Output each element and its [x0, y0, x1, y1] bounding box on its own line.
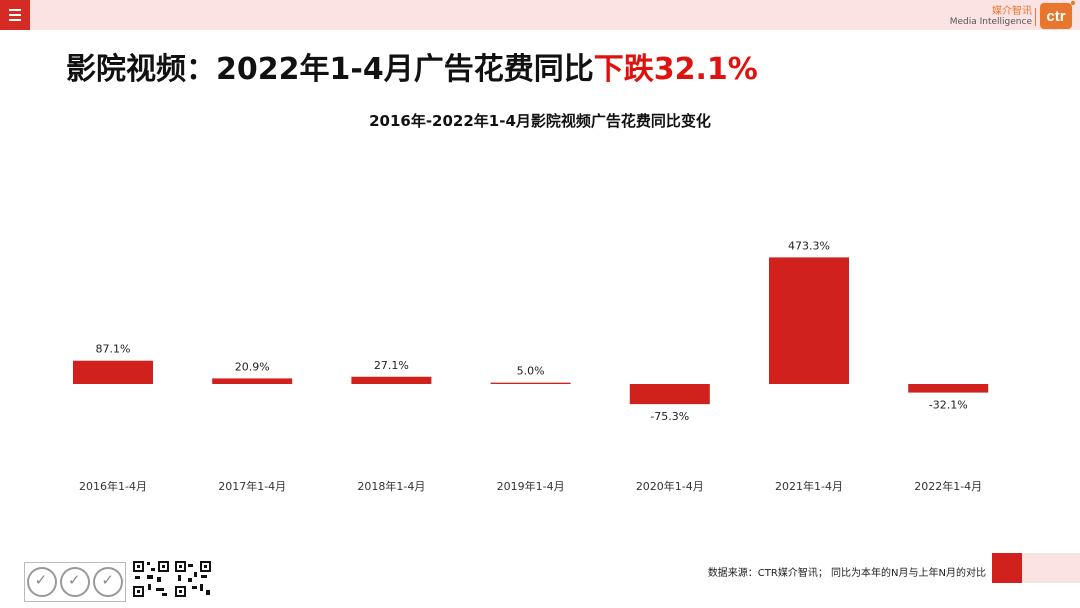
category-label-1: 2017年1-4月 [218, 479, 286, 493]
category-label-2: 2018年1-4月 [357, 479, 425, 493]
brand-name-en: Media Intelligence [949, 17, 1032, 27]
bar-value-label-5: 473.3% [788, 239, 830, 252]
category-label-3: 2019年1-4月 [497, 479, 565, 493]
certification-seal-icon [26, 567, 57, 597]
qr-code-icon [132, 560, 170, 598]
menu-icon-line-bottom [9, 19, 21, 21]
bar-value-label-3: 5.0% [517, 365, 545, 378]
bar-2 [351, 376, 432, 384]
bar-3 [490, 382, 571, 384]
bar-value-label-1: 20.9% [235, 360, 270, 373]
footer-accent-block [992, 553, 1022, 583]
category-label-6: 2022年1-4月 [914, 479, 982, 493]
bar-value-label-0: 87.1% [96, 343, 131, 356]
footer-accent-strip [1022, 553, 1080, 583]
qr-code-icon [174, 560, 212, 598]
brand-divider [1035, 8, 1036, 26]
top-bar: 媒介智讯 Media Intelligence ctr [0, 0, 1080, 30]
category-label-4: 2020年1-4月 [636, 479, 704, 493]
bar-0 [73, 360, 153, 384]
menu-icon-line [9, 14, 21, 16]
menu-button[interactable] [0, 0, 30, 30]
bar-value-label-4: -75.3% [650, 410, 689, 423]
category-label-5: 2021年1-4月 [775, 479, 843, 493]
certification-seal-icon [59, 567, 90, 597]
bar-4 [629, 384, 710, 405]
bar-1 [212, 378, 293, 384]
brand-name-cn: 媒介智讯 [992, 6, 1032, 17]
bar-value-label-6: -32.1% [929, 399, 968, 412]
page-title: 影院视频：2022年1-4月广告花费同比下跌32.1% [66, 44, 758, 88]
category-label-0: 2016年1-4月 [79, 479, 147, 493]
menu-icon [9, 9, 21, 11]
brand-name: 媒介智讯 Media Intelligence [950, 6, 1032, 28]
logo-dot [1071, 1, 1075, 5]
chart-title: 2016年-2022年1-4月影院视频广告花费同比变化 [369, 112, 711, 130]
certification-seal-icon [93, 567, 124, 597]
bar-value-label-2: 27.1% [374, 359, 409, 372]
bar-5 [769, 257, 849, 384]
ctr-logo: ctr [1040, 3, 1072, 29]
page-title-main: 影院视频：2022年1-4月广告花费同比 [66, 52, 594, 87]
bar-6 [908, 384, 989, 393]
page-title-highlight: 下跌32.1% [593, 52, 758, 87]
source-note: 数据来源：CTR媒介智讯； 同比为本年的N月与上年N月的对比 [707, 568, 986, 579]
certification-badges [24, 562, 126, 602]
